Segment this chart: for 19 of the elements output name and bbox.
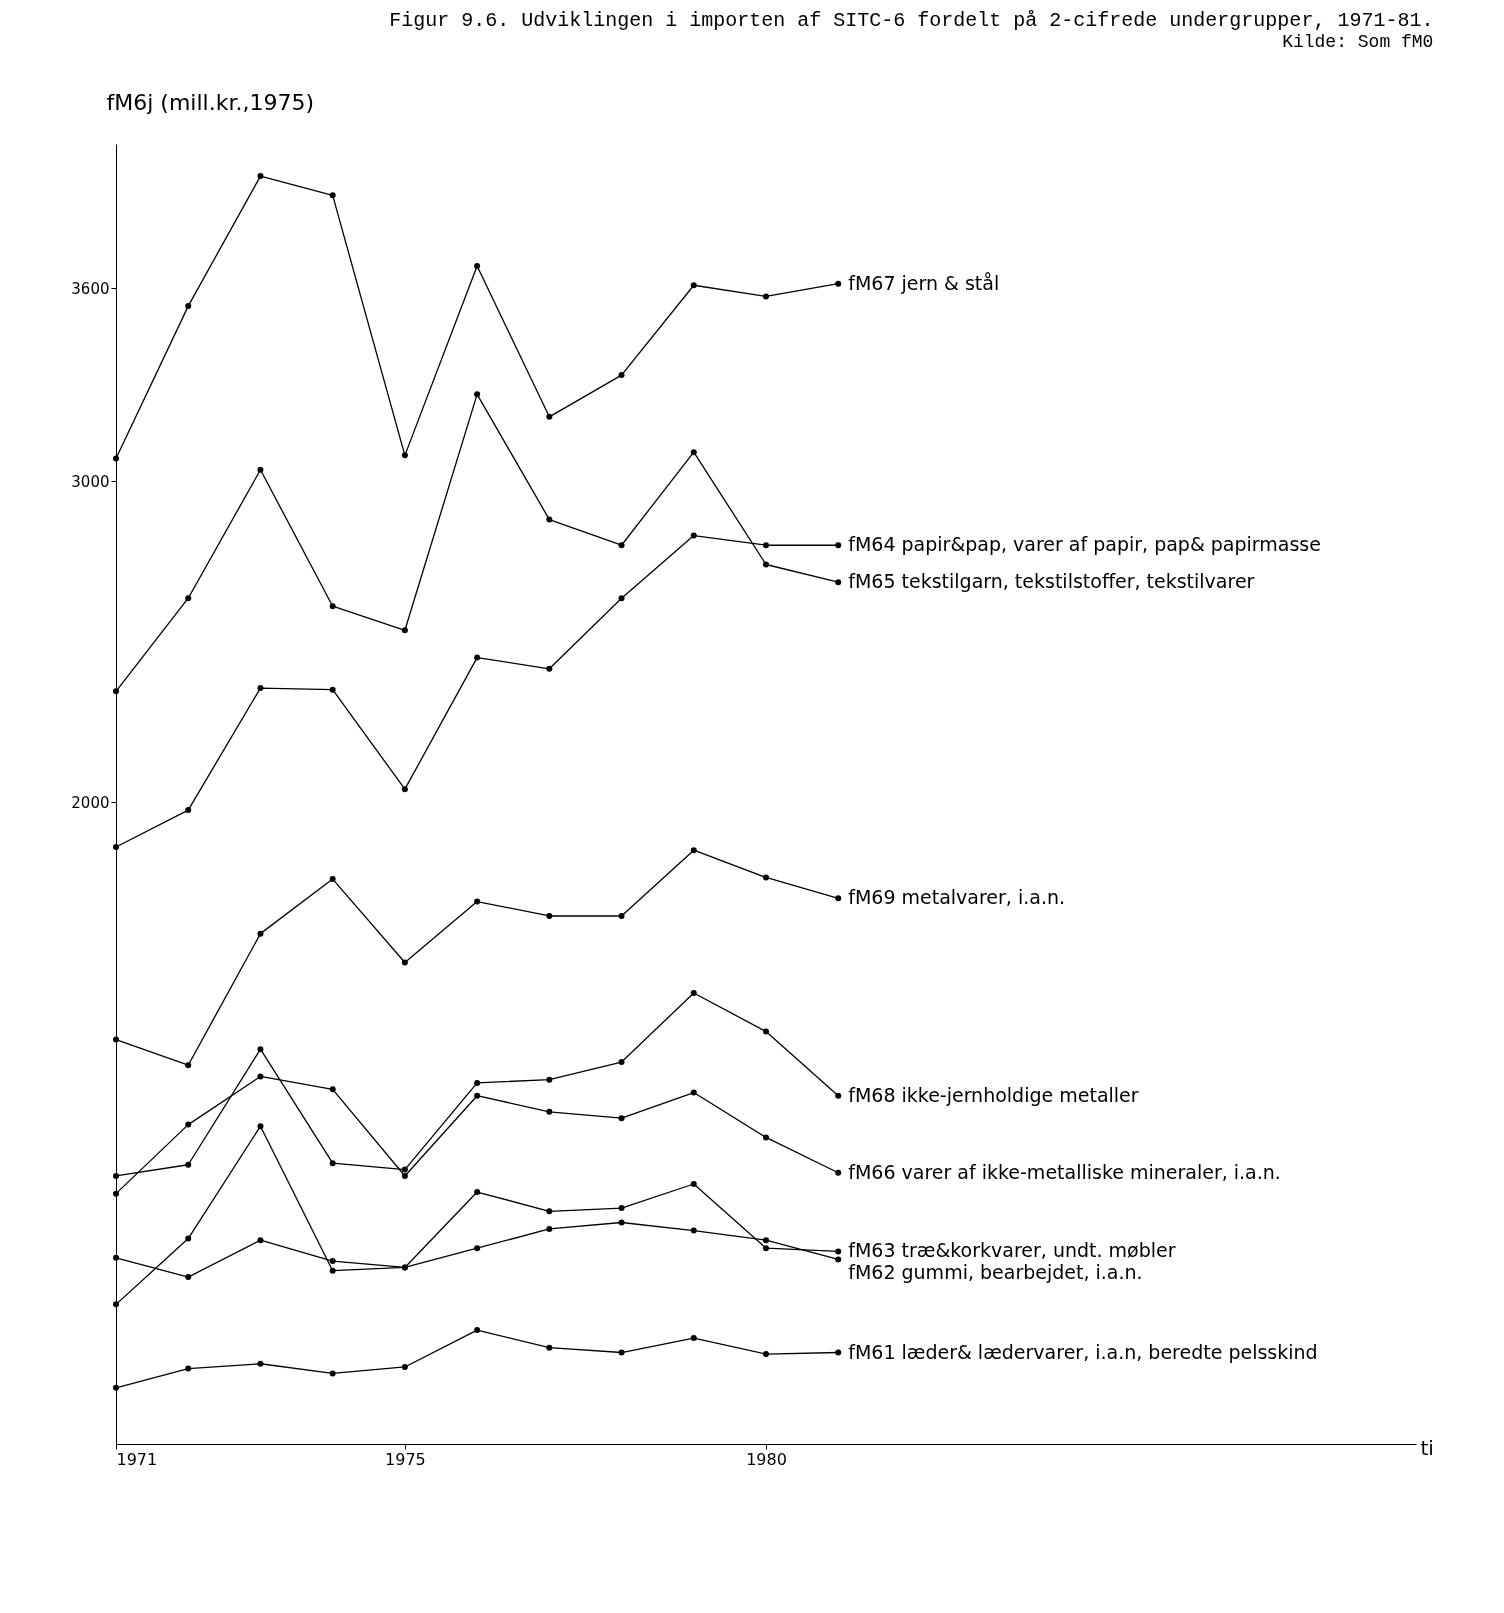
series-label: fM67 jern & stål bbox=[848, 271, 1000, 294]
x-axis-title: ti bbox=[1420, 1435, 1434, 1460]
x-tick-label: 1971 bbox=[116, 1449, 158, 1469]
series-label: fM62 gummi, bearbejdet, i.a.n. bbox=[848, 1261, 1143, 1284]
series-label: fM65 tekstilgarn, tekstilstoffer, tekstilvarer bbox=[848, 570, 1255, 593]
x-tick-label: 1980 bbox=[746, 1449, 787, 1469]
chart-title: Figur 9.6. Udviklingen i importen af SITC-6 fordelt på 2-cifrede undergrupper, 1971-81. bbox=[389, 9, 1434, 32]
text: Kilde: Som fM0 bbox=[1282, 32, 1434, 52]
series-label: fM61 læder& lædervarer, i.a.n, beredte pelsskind bbox=[848, 1340, 1318, 1363]
series-label: fM66 varer af ikke-metalliske mineraler, i.a.n. bbox=[848, 1160, 1281, 1183]
x-tick-label: 1975 bbox=[385, 1449, 426, 1469]
series-label: fM63 træ&korkvarer, undt. møbler bbox=[848, 1239, 1176, 1262]
series-label: fM64 papir&pap, varer af papir, pap& papirmasse bbox=[848, 533, 1321, 556]
y-tick-label: 3600 bbox=[71, 279, 110, 298]
series-label: fM68 ikke-jernholdige metaller bbox=[848, 1083, 1139, 1106]
y-axis-title: fM6j (mill.kr.,1975) bbox=[106, 89, 314, 115]
y-tick-label: 3000 bbox=[71, 472, 110, 491]
y-tick-label: 2000 bbox=[71, 793, 110, 812]
series-label: fM69 metalvarer, i.a.n. bbox=[848, 886, 1066, 909]
